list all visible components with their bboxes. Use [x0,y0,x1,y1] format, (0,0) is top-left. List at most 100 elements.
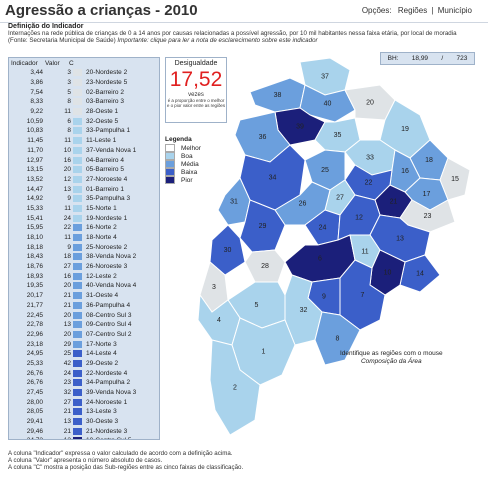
table-row[interactable]: 11,70 10 37-Venda Nova 1 [9,146,159,156]
table-row[interactable]: 10,83 8 33-Pampulha 1 [9,126,159,136]
table-row[interactable]: 18,93 16 12-Leste 2 [9,271,159,281]
cell-regiao[interactable]: 05-Barreiro 5 [86,166,124,174]
table-row[interactable]: 3,44 3 20-Nordeste 2 [9,68,159,78]
table-row[interactable]: 13,52 12 27-Noroeste 4 [9,175,159,185]
table-row[interactable]: 15,33 11 15-Norte 1 [9,204,159,214]
cell-regiao[interactable]: 40-Venda Nova 4 [86,282,137,290]
table-row[interactable]: 25,33 42 29-Oeste 2 [9,359,159,369]
cell-regiao[interactable]: 15-Norte 1 [86,204,117,212]
table-row[interactable]: 18,10 11 18-Norte 4 [9,233,159,243]
header-indicador[interactable]: Indicador [11,59,38,67]
table-row[interactable]: 14,92 9 35-Pampulha 3 [9,194,159,204]
cell-regiao[interactable]: 01-Barreiro 1 [86,185,124,193]
cell-regiao[interactable]: 32-Oeste 5 [86,117,119,125]
table-row[interactable]: 15,41 24 19-Nordeste 1 [9,213,159,223]
table-row[interactable]: 8,33 8 03-Barreiro 3 [9,97,159,107]
table-row[interactable]: 11,45 11 11-Leste 1 [9,136,159,146]
cell-valor: 23 [63,379,71,387]
cell-regiao[interactable]: 38-Venda Nova 2 [86,253,137,261]
table-row[interactable]: 29,41 13 30-Oeste 3 [9,417,159,427]
cell-regiao[interactable]: 13-Leste 3 [86,408,117,416]
table-row[interactable]: 21,77 21 36-Pampulha 4 [9,301,159,311]
table-row[interactable]: 20,17 21 31-Oeste 4 [9,291,159,301]
cell-regiao[interactable]: 29-Oeste 2 [86,359,119,367]
table-rows: 3,44 3 20-Nordeste 2 3,86 3 23-Nordeste 5 7,54… [9,68,159,439]
cell-regiao[interactable]: 08-Centro Sul 3 [86,311,132,319]
region-2[interactable] [209,339,261,436]
regions-link[interactable]: Regiões [397,6,428,15]
cell-indicador: 24,95 [26,350,43,358]
cell-regiao[interactable]: 25-Noroeste 2 [86,243,128,251]
table-row[interactable]: 27,45 32 39-Venda Nova 3 [9,388,159,398]
cell-regiao[interactable]: 39-Venda Nova 3 [86,389,137,397]
municipio-link[interactable]: Município [437,6,472,15]
cell-regiao[interactable]: 31-Oeste 4 [86,292,119,300]
table-row[interactable]: 10,59 6 32-Oeste 5 [9,116,159,126]
table-row[interactable]: 22,45 20 08-Centro Sul 3 [9,310,159,320]
cell-regiao[interactable]: 24-Noroeste 1 [86,398,128,406]
cell-regiao[interactable]: 27-Noroeste 4 [86,175,128,183]
table-row[interactable]: 19,35 20 40-Venda Nova 4 [9,281,159,291]
region-29[interactable] [239,199,286,253]
table-row[interactable]: 22,78 13 09-Centro Sul 4 [9,320,159,330]
class-swatch [73,408,82,416]
cell-regiao[interactable]: 30-Oeste 3 [86,418,119,426]
cell-regiao[interactable]: 20-Nordeste 2 [86,69,128,77]
cell-regiao[interactable]: 19-Nordeste 1 [86,214,128,222]
cell-regiao[interactable]: 37-Venda Nova 1 [86,146,137,154]
table-row[interactable]: 9,22 11 28-Oeste 1 [9,107,159,117]
cell-regiao[interactable]: 18-Norte 4 [86,234,117,242]
table-row[interactable]: 29,46 21 21-Nordeste 3 [9,426,159,436]
cell-regiao[interactable]: 10-Centro Sul 5 [86,437,158,439]
table-row[interactable]: 3,86 3 23-Nordeste 5 [9,78,159,88]
cell-regiao[interactable]: 04-Barreiro 4 [86,156,124,164]
cell-regiao[interactable]: 14-Leste 4 [86,350,117,358]
clarification-link[interactable]: Importante: clique para ler a nota de es… [117,37,318,45]
cell-regiao[interactable]: 16-Norte 2 [86,224,117,232]
table-row[interactable]: 28,05 21 13-Leste 3 [9,407,159,417]
cell-regiao[interactable]: 35-Pampulha 3 [86,195,131,203]
cell-regiao[interactable]: 02-Barreiro 2 [86,88,124,96]
cell-valor: 11 [64,137,71,145]
cell-regiao[interactable]: 36-Pampulha 4 [86,301,131,309]
cell-regiao[interactable]: 28-Oeste 1 [86,108,119,116]
table-row[interactable]: 18,43 18 38-Venda Nova 2 [9,252,159,262]
table-row[interactable]: 26,76 24 22-Nordeste 4 [9,368,159,378]
map-note-composition[interactable]: Composição da Área [360,357,422,365]
table-row[interactable]: 7,54 5 02-Barreiro 2 [9,87,159,97]
cell-regiao[interactable]: 03-Barreiro 3 [86,98,124,106]
table-row[interactable]: 18,76 27 26-Noroeste 3 [9,262,159,272]
table-row[interactable]: 26,76 23 34-Pampulha 2 [9,378,159,388]
cell-regiao[interactable]: 11-Leste 1 [86,137,117,145]
ranking-table: Indicador Valor C 3,44 3 20-Nordeste 2 3,86… [8,57,160,440]
table-row[interactable]: 28,00 27 24-Noroeste 1 [9,397,159,407]
table-row[interactable]: 18,18 9 25-Noroeste 2 [9,242,159,252]
cell-regiao[interactable]: 07-Centro Sul 2 [86,330,132,338]
region-8[interactable] [314,311,361,366]
map-label: 2 [233,385,237,392]
table-row[interactable]: 15,95 22 16-Norte 2 [9,223,159,233]
cell-regiao[interactable]: 33-Pampulha 1 [86,127,131,135]
table-row[interactable]: 14,47 13 01-Barreiro 1 [9,184,159,194]
class-swatch [73,311,82,319]
cell-regiao[interactable]: 26-Noroeste 3 [86,263,128,271]
table-row[interactable]: 12,97 16 04-Barreiro 4 [9,155,159,165]
bh-sep: / [441,55,444,62]
cell-regiao[interactable]: 34-Pampulha 2 [86,379,131,387]
table-row[interactable]: 23,18 29 17-Norte 3 [9,339,159,349]
header-valor[interactable]: Valor [45,59,60,67]
cell-regiao[interactable]: 21-Nordeste 3 [86,427,128,435]
header-c[interactable]: C [69,59,74,67]
table-row[interactable]: 13,15 20 05-Barreiro 5 [9,165,159,175]
cell-regiao[interactable]: 17-Norte 3 [86,340,117,348]
cell-regiao[interactable]: 09-Centro Sul 4 [86,321,132,329]
cell-regiao[interactable]: 23-Nordeste 5 [86,79,128,87]
cell-regiao[interactable]: 22-Nordeste 4 [86,369,128,377]
region-26[interactable] [274,181,331,226]
cell-valor: 24 [63,214,71,222]
table-row[interactable]: 24,95 25 14-Leste 4 [9,349,159,359]
cell-regiao[interactable]: 12-Leste 2 [86,272,117,280]
table-row[interactable]: 22,96 20 07-Centro Sul 2 [9,330,159,340]
cell-indicador: 10,59 [26,117,43,125]
